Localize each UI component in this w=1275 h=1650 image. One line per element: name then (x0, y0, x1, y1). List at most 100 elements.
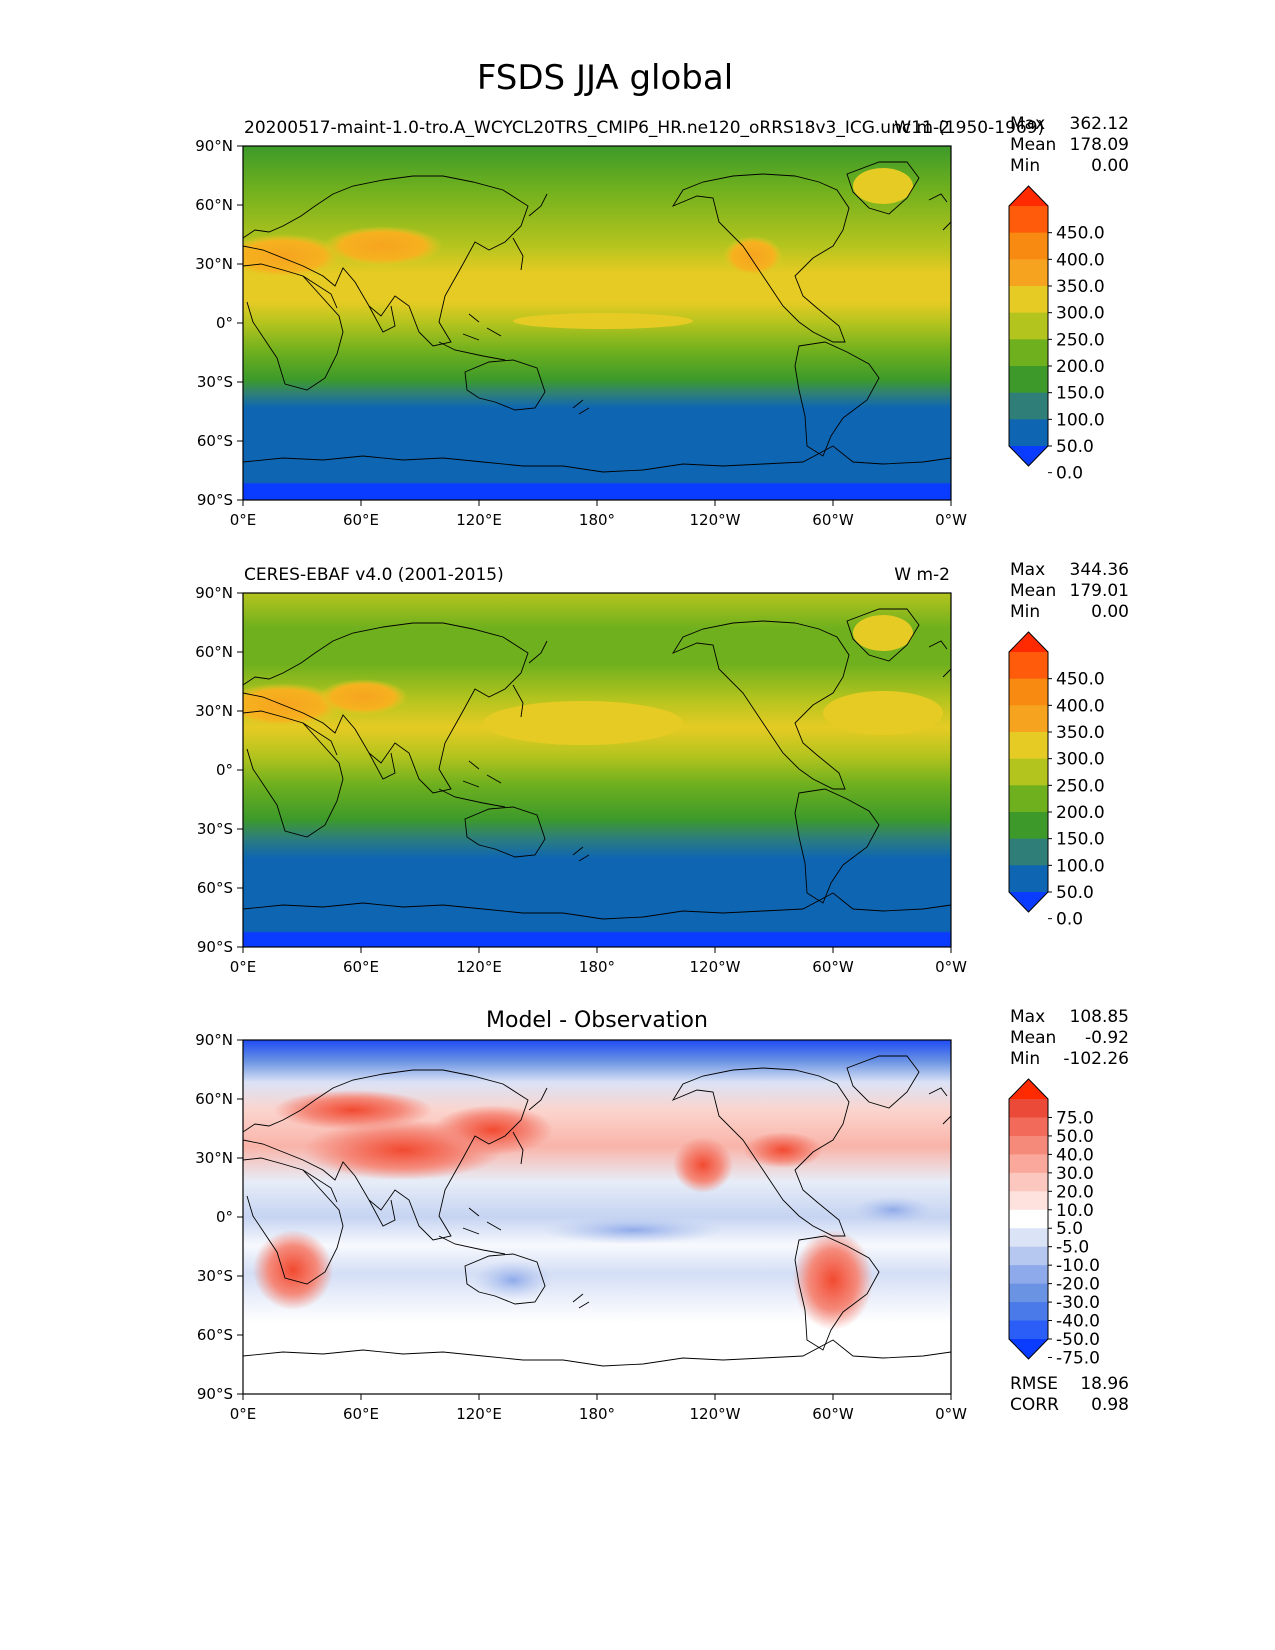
colorbar-tick-label: 0.0 (1056, 464, 1083, 484)
colorbar-segment (1009, 865, 1048, 893)
panel-reference-axes: 0°E 60°E 120°E 180° 120°W 60°W 0°W 90°N 60°N 30°N… (195, 584, 967, 976)
x-tick-label: 0°W (935, 511, 967, 529)
panel-test: 20200517-maint-1.0-tro.A_WCYCL20TRS_CMIP… (195, 114, 1129, 529)
stat-label: Max (1010, 114, 1045, 134)
x-tick-label: 120°E (456, 958, 502, 976)
colorbar-segment (1009, 812, 1048, 840)
y-tick-label: 60°N (195, 1090, 233, 1108)
x-tick-label: 180° (579, 511, 615, 529)
colorbar-segment (1009, 286, 1048, 314)
colorbar-segment (1009, 1135, 1048, 1155)
colorbar-tick-label: 20.0 (1056, 1182, 1094, 1202)
metric-rmse-value: 18.96 (1080, 1374, 1129, 1394)
y-tick-label: 60°S (197, 879, 233, 897)
x-tick-label: 60°E (343, 511, 379, 529)
colorbar-segment (1009, 1265, 1048, 1285)
x-tick-label: 0°W (935, 958, 967, 976)
x-tick-label: 180° (579, 1405, 615, 1423)
x-tick-label: 180° (579, 958, 615, 976)
colorbar-segment (1009, 732, 1048, 760)
colorbar-segment (1009, 1283, 1048, 1303)
stat-max-value: 344.36 (1070, 560, 1129, 580)
y-tick-label: 0° (216, 761, 233, 779)
x-tick-label: 120°E (456, 1405, 502, 1423)
panel-difference-axes: 0°E 60°E 120°E 180° 120°W 60°W 0°W 90°N 60°N 30°N… (195, 1031, 967, 1423)
y-tick-label: 30°S (197, 1267, 233, 1285)
colorbar-segment (1009, 392, 1048, 420)
y-tick-label: 60°S (197, 1326, 233, 1344)
stat-max-value: 362.12 (1070, 114, 1129, 134)
y-tick-label: 0° (216, 1208, 233, 1226)
x-tick-label: 120°W (690, 1405, 741, 1423)
colorbar-segment (1009, 678, 1048, 706)
y-tick-label: 90°S (197, 1385, 233, 1403)
panel-test-map: 0°E 60°E 120°E 180° 120°W 60°W 0°W 90°N 60°N 30°N… (195, 137, 967, 529)
x-tick-label: 120°W (690, 511, 741, 529)
metric-label: CORR (1010, 1395, 1059, 1415)
colorbar-extend-max (1009, 632, 1048, 652)
colorbar-tick-label: -30.0 (1056, 1293, 1100, 1313)
colorbar-segment (1009, 232, 1048, 260)
colorbar-tick-label: 400.0 (1056, 696, 1105, 716)
y-tick-label: 30°N (195, 1149, 233, 1167)
colorbar-segment (1009, 1228, 1048, 1248)
x-tick-label: 60°E (343, 958, 379, 976)
stat-label: Max (1010, 560, 1045, 580)
y-tick-label: 90°S (197, 938, 233, 956)
y-tick-label: 90°N (195, 1031, 233, 1049)
colorbar-segment (1009, 1209, 1048, 1229)
colorbar-segment (1009, 1320, 1048, 1340)
colorbar-tick-label: 30.0 (1056, 1164, 1094, 1184)
panel-reference-colorbar: 450.0 400.0 350.0 300.0 250.0 200.0 150.0 100.0… (1008, 631, 1105, 930)
panel-reference-left-title: CERES-EBAF v4.0 (2001-2015) (244, 565, 504, 585)
metric-corr-value: 0.98 (1091, 1395, 1129, 1415)
colorbar-tick-label: 40.0 (1056, 1145, 1094, 1165)
x-tick-label: 60°W (812, 511, 854, 529)
colorbar-tick-label: 450.0 (1056, 670, 1105, 690)
colorbar-segment (1009, 1154, 1048, 1174)
colorbar-tick-label: 350.0 (1056, 277, 1105, 297)
colorbar-segment (1009, 1302, 1048, 1322)
panel-difference-stats: Max 108.85 Mean -0.92 Min -102.26 (1010, 1007, 1129, 1069)
stat-label: Min (1010, 602, 1040, 622)
colorbar-extend-min (1009, 446, 1048, 466)
panel-test-stats: Max 362.12 Mean 178.09 Min 0.00 (1010, 114, 1129, 176)
y-tick-label: 30°S (197, 373, 233, 391)
colorbar-segment (1009, 838, 1048, 866)
colorbar-segment (1009, 1117, 1048, 1137)
x-tick-label: 120°E (456, 511, 502, 529)
panel-difference-colorbar: 75.050.040.030.020.010.05.0-5.0-10.0-20.… (1008, 1078, 1100, 1368)
colorbar-tick-label: 50.0 (1056, 883, 1094, 903)
stat-label: Mean (1010, 581, 1056, 601)
colorbar-segment (1009, 206, 1048, 234)
y-tick-label: 60°N (195, 196, 233, 214)
colorbar-segment (1009, 366, 1048, 394)
colorbar-tick-label: 150.0 (1056, 384, 1105, 404)
colorbar-tick-label: 200.0 (1056, 357, 1105, 377)
colorbar-extend-max (1009, 186, 1048, 206)
stat-label: Min (1010, 156, 1040, 176)
stat-mean-value: 178.09 (1070, 135, 1129, 155)
stat-min-value: 0.00 (1091, 156, 1129, 176)
x-tick-label: 60°W (812, 1405, 854, 1423)
x-tick-label: 120°W (690, 958, 741, 976)
colorbar-tick-label: 450.0 (1056, 224, 1105, 244)
y-tick-label: 90°N (195, 584, 233, 602)
colorbar-tick-label: 100.0 (1056, 410, 1105, 430)
colorbar-tick-label: 200.0 (1056, 803, 1105, 823)
colorbar-tick-label: 50.0 (1056, 1127, 1094, 1147)
colorbar-segment (1009, 785, 1048, 813)
colorbar-tick-label: 300.0 (1056, 304, 1105, 324)
panel-reference-right-title: W m-2 (894, 565, 950, 585)
y-tick-label: 60°N (195, 643, 233, 661)
x-tick-label: 0°E (230, 1405, 257, 1423)
colorbar-extend-max (1009, 1079, 1048, 1099)
colorbar-segment (1009, 259, 1048, 287)
colorbar-extend-min (1009, 1339, 1048, 1359)
stat-label: Mean (1010, 135, 1056, 155)
panel-reference: CERES-EBAF v4.0 (2001-2015) W m-2 0°E 60°… (195, 560, 1129, 976)
stat-mean-value: -0.92 (1085, 1028, 1129, 1048)
colorbar-segment (1009, 1246, 1048, 1266)
colorbar-tick-label: 100.0 (1056, 856, 1105, 876)
